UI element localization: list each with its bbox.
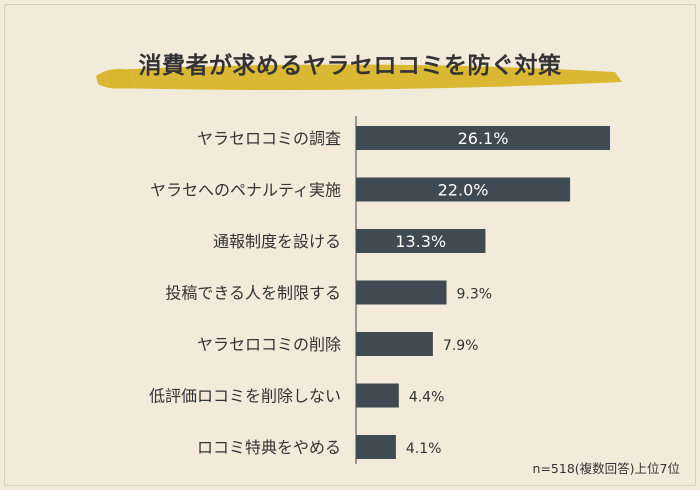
value-label: 4.1% — [406, 441, 442, 457]
category-label: ヤラセロコミの調査 — [197, 129, 341, 148]
bar — [356, 126, 610, 150]
title-highlight-brush — [96, 64, 622, 90]
category-label: 通報制度を設ける — [213, 232, 341, 251]
value-label: 13.3% — [395, 232, 446, 251]
bar — [356, 177, 571, 202]
value-label: 4.4% — [409, 390, 445, 406]
value-label: 7.9% — [443, 338, 479, 354]
bar — [356, 280, 447, 305]
category-label: ヤラセロコミの削除 — [197, 335, 341, 354]
value-label: 26.1% — [458, 129, 509, 148]
value-label: 9.3% — [457, 287, 493, 303]
chart-title: 消費者が求めるヤラセロコミを防ぐ対策 — [138, 53, 562, 79]
bar — [356, 332, 433, 356]
bar — [356, 383, 399, 408]
category-label: ロコミ特典をやめる — [197, 438, 341, 457]
category-label: ヤラセへのペナルティ実施 — [150, 181, 341, 200]
sample-note: n=518(複数回答)上位7位 — [532, 461, 680, 476]
bar — [356, 229, 486, 253]
bar — [356, 435, 396, 459]
category-label: 投稿できる人を制限する — [165, 284, 341, 303]
category-label: 低評価ロコミを削除しない — [149, 387, 341, 406]
title-banner: 消費者が求めるヤラセロコミを防ぐ対策 — [0, 36, 700, 96]
value-label: 22.0% — [438, 181, 489, 200]
